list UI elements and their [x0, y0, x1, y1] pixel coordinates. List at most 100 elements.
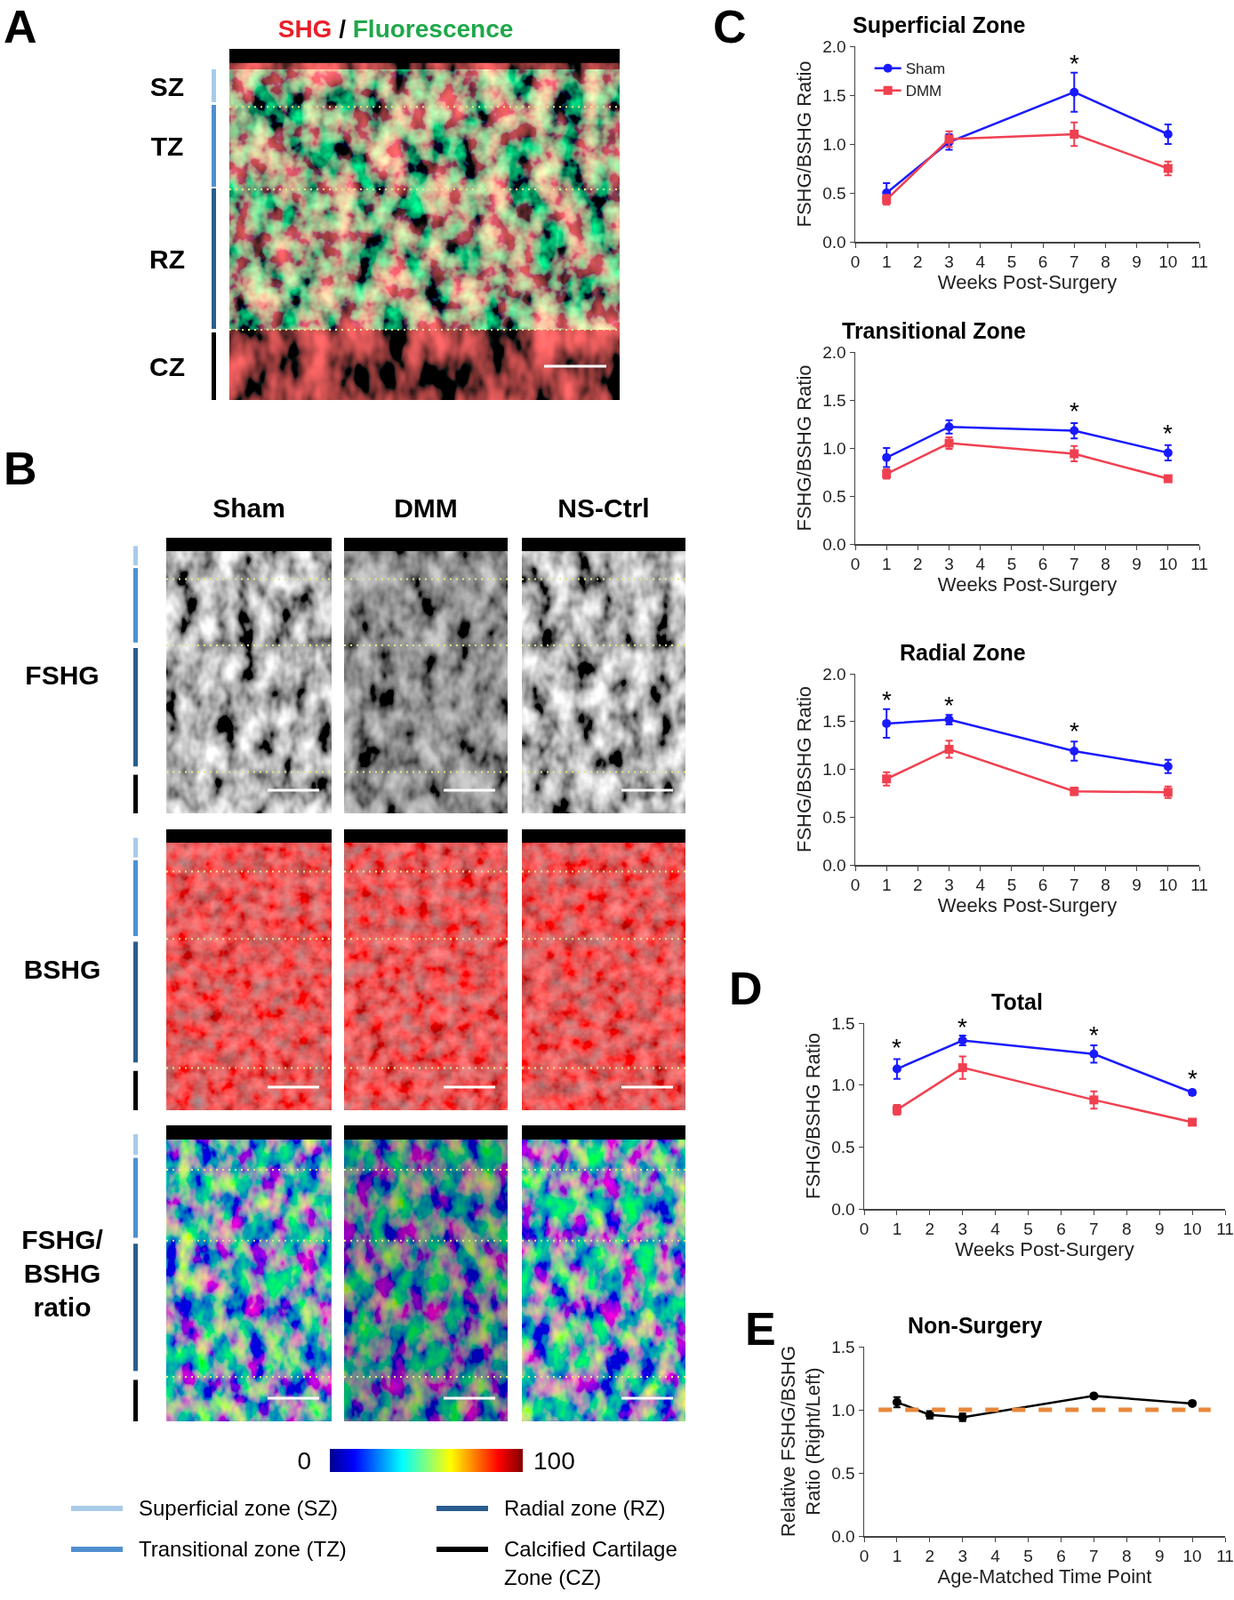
svg-text:D: D — [729, 962, 763, 1015]
svg-text:2: 2 — [925, 1546, 936, 1566]
svg-text:Sham: Sham — [212, 493, 286, 523]
svg-text:11: 11 — [1216, 1546, 1234, 1566]
svg-text:9: 9 — [1154, 1219, 1165, 1239]
svg-text:1: 1 — [892, 1219, 903, 1239]
svg-text:11: 11 — [1190, 554, 1209, 574]
svg-text:0.0: 0.0 — [822, 232, 846, 252]
svg-text:7: 7 — [1069, 252, 1080, 272]
svg-text:11: 11 — [1216, 1219, 1234, 1239]
svg-text:5: 5 — [1007, 554, 1018, 574]
svg-text:E: E — [745, 1303, 777, 1355]
svg-text:*: * — [1069, 717, 1080, 746]
svg-text:4: 4 — [975, 252, 986, 272]
svg-text:9: 9 — [1154, 1546, 1165, 1566]
svg-text:5: 5 — [1007, 252, 1018, 272]
svg-text:Non-Surgery: Non-Surgery — [907, 1313, 1043, 1339]
svg-text:10: 10 — [1158, 875, 1178, 895]
svg-text:1: 1 — [892, 1546, 903, 1566]
svg-text:TZ: TZ — [151, 131, 185, 161]
svg-text:0.5: 0.5 — [822, 184, 846, 203]
svg-text:Total: Total — [991, 989, 1043, 1015]
svg-text:*: * — [957, 1013, 968, 1042]
svg-text:FSHG/BSHG Ratio: FSHG/BSHG Ratio — [793, 60, 816, 227]
svg-text:*: * — [1069, 49, 1080, 78]
svg-text:0: 0 — [296, 1447, 312, 1475]
svg-text:8: 8 — [1100, 252, 1111, 272]
svg-text:4: 4 — [975, 554, 986, 574]
svg-text:10: 10 — [1158, 252, 1178, 272]
svg-text:6: 6 — [1056, 1219, 1066, 1239]
svg-text:2.0: 2.0 — [822, 37, 846, 57]
svg-text:*: * — [1162, 419, 1173, 448]
svg-text:0.0: 0.0 — [822, 856, 846, 875]
svg-text:Radial zone (RZ): Radial zone (RZ) — [504, 1496, 666, 1521]
svg-text:8: 8 — [1100, 875, 1111, 895]
svg-text:*: * — [891, 1033, 902, 1062]
svg-text:RZ: RZ — [149, 244, 185, 274]
svg-text:1.5: 1.5 — [831, 1338, 855, 1357]
svg-text:3: 3 — [944, 252, 954, 272]
svg-text:Sham: Sham — [905, 60, 946, 78]
svg-text:1.5: 1.5 — [831, 1014, 855, 1034]
svg-text:8: 8 — [1121, 1546, 1132, 1566]
svg-text:9: 9 — [1131, 875, 1142, 895]
svg-text:0.5: 0.5 — [822, 487, 846, 506]
svg-text:Weeks Post-Surgery: Weeks Post-Surgery — [937, 271, 1117, 294]
svg-text:BSHG: BSHG — [24, 954, 102, 985]
svg-text:1.5: 1.5 — [822, 86, 846, 105]
svg-text:FSHG/BSHG Ratio: FSHG/BSHG Ratio — [793, 364, 816, 531]
svg-text:SHG / Fluorescence: SHG / Fluorescence — [278, 15, 514, 43]
svg-text:2: 2 — [925, 1219, 936, 1239]
svg-text:Calcified CartilageZone (CZ): Calcified CartilageZone (CZ) — [504, 1537, 678, 1590]
svg-text:C: C — [713, 0, 747, 53]
svg-text:FSHG/BSHGratio: FSHG/BSHGratio — [21, 1225, 104, 1323]
svg-text:7: 7 — [1069, 875, 1080, 895]
svg-text:1: 1 — [881, 554, 892, 574]
svg-text:5: 5 — [1023, 1546, 1034, 1566]
svg-text:Transitional Zone: Transitional Zone — [841, 318, 1026, 344]
svg-text:3: 3 — [957, 1219, 968, 1239]
svg-text:7: 7 — [1069, 554, 1080, 574]
svg-text:1: 1 — [881, 252, 892, 272]
svg-text:4: 4 — [990, 1219, 1001, 1239]
svg-text:1.0: 1.0 — [831, 1401, 855, 1420]
svg-text:2: 2 — [913, 252, 923, 272]
svg-text:*: * — [1187, 1065, 1198, 1093]
svg-text:0.0: 0.0 — [822, 535, 846, 554]
svg-text:3: 3 — [944, 554, 954, 574]
svg-text:Weeks Post-Surgery: Weeks Post-Surgery — [937, 894, 1117, 917]
svg-text:*: * — [881, 686, 892, 714]
svg-text:0: 0 — [859, 1219, 870, 1239]
svg-text:0.0: 0.0 — [831, 1527, 855, 1547]
svg-text:0.5: 0.5 — [831, 1137, 855, 1157]
svg-text:2.0: 2.0 — [822, 665, 846, 684]
svg-text:10: 10 — [1183, 1219, 1202, 1239]
svg-text:6: 6 — [1038, 252, 1049, 272]
svg-text:2.0: 2.0 — [822, 343, 846, 362]
svg-text:10: 10 — [1158, 554, 1178, 574]
svg-text:3: 3 — [957, 1546, 968, 1566]
svg-text:DMM: DMM — [905, 82, 943, 100]
svg-text:CZ: CZ — [149, 352, 185, 382]
svg-text:8: 8 — [1100, 554, 1111, 574]
svg-text:0.0: 0.0 — [831, 1200, 855, 1219]
svg-text:SZ: SZ — [150, 72, 185, 102]
svg-text:100: 100 — [533, 1447, 576, 1475]
svg-text:1: 1 — [881, 875, 892, 895]
svg-text:2: 2 — [913, 875, 923, 895]
svg-text:FSHG/BSHG Ratio: FSHG/BSHG Ratio — [793, 686, 816, 853]
svg-text:4: 4 — [975, 875, 986, 895]
svg-text:*: * — [1069, 397, 1080, 425]
svg-text:6: 6 — [1056, 1546, 1066, 1566]
svg-text:6: 6 — [1038, 875, 1049, 895]
svg-text:1.0: 1.0 — [831, 1075, 855, 1095]
svg-text:FSHG/BSHG Ratio: FSHG/BSHG Ratio — [801, 1033, 825, 1200]
svg-text:0: 0 — [850, 875, 861, 895]
svg-text:1.0: 1.0 — [822, 439, 846, 458]
svg-text:Superficial Zone: Superficial Zone — [852, 12, 1026, 38]
svg-text:Weeks Post-Surgery: Weeks Post-Surgery — [937, 573, 1117, 596]
svg-text:Relative FSHG/BSHGRatio (Right: Relative FSHG/BSHGRatio (Right/Left) — [777, 1346, 826, 1538]
svg-text:5: 5 — [1023, 1219, 1034, 1239]
svg-text:1.0: 1.0 — [822, 760, 846, 779]
svg-text:FSHG: FSHG — [24, 660, 99, 690]
